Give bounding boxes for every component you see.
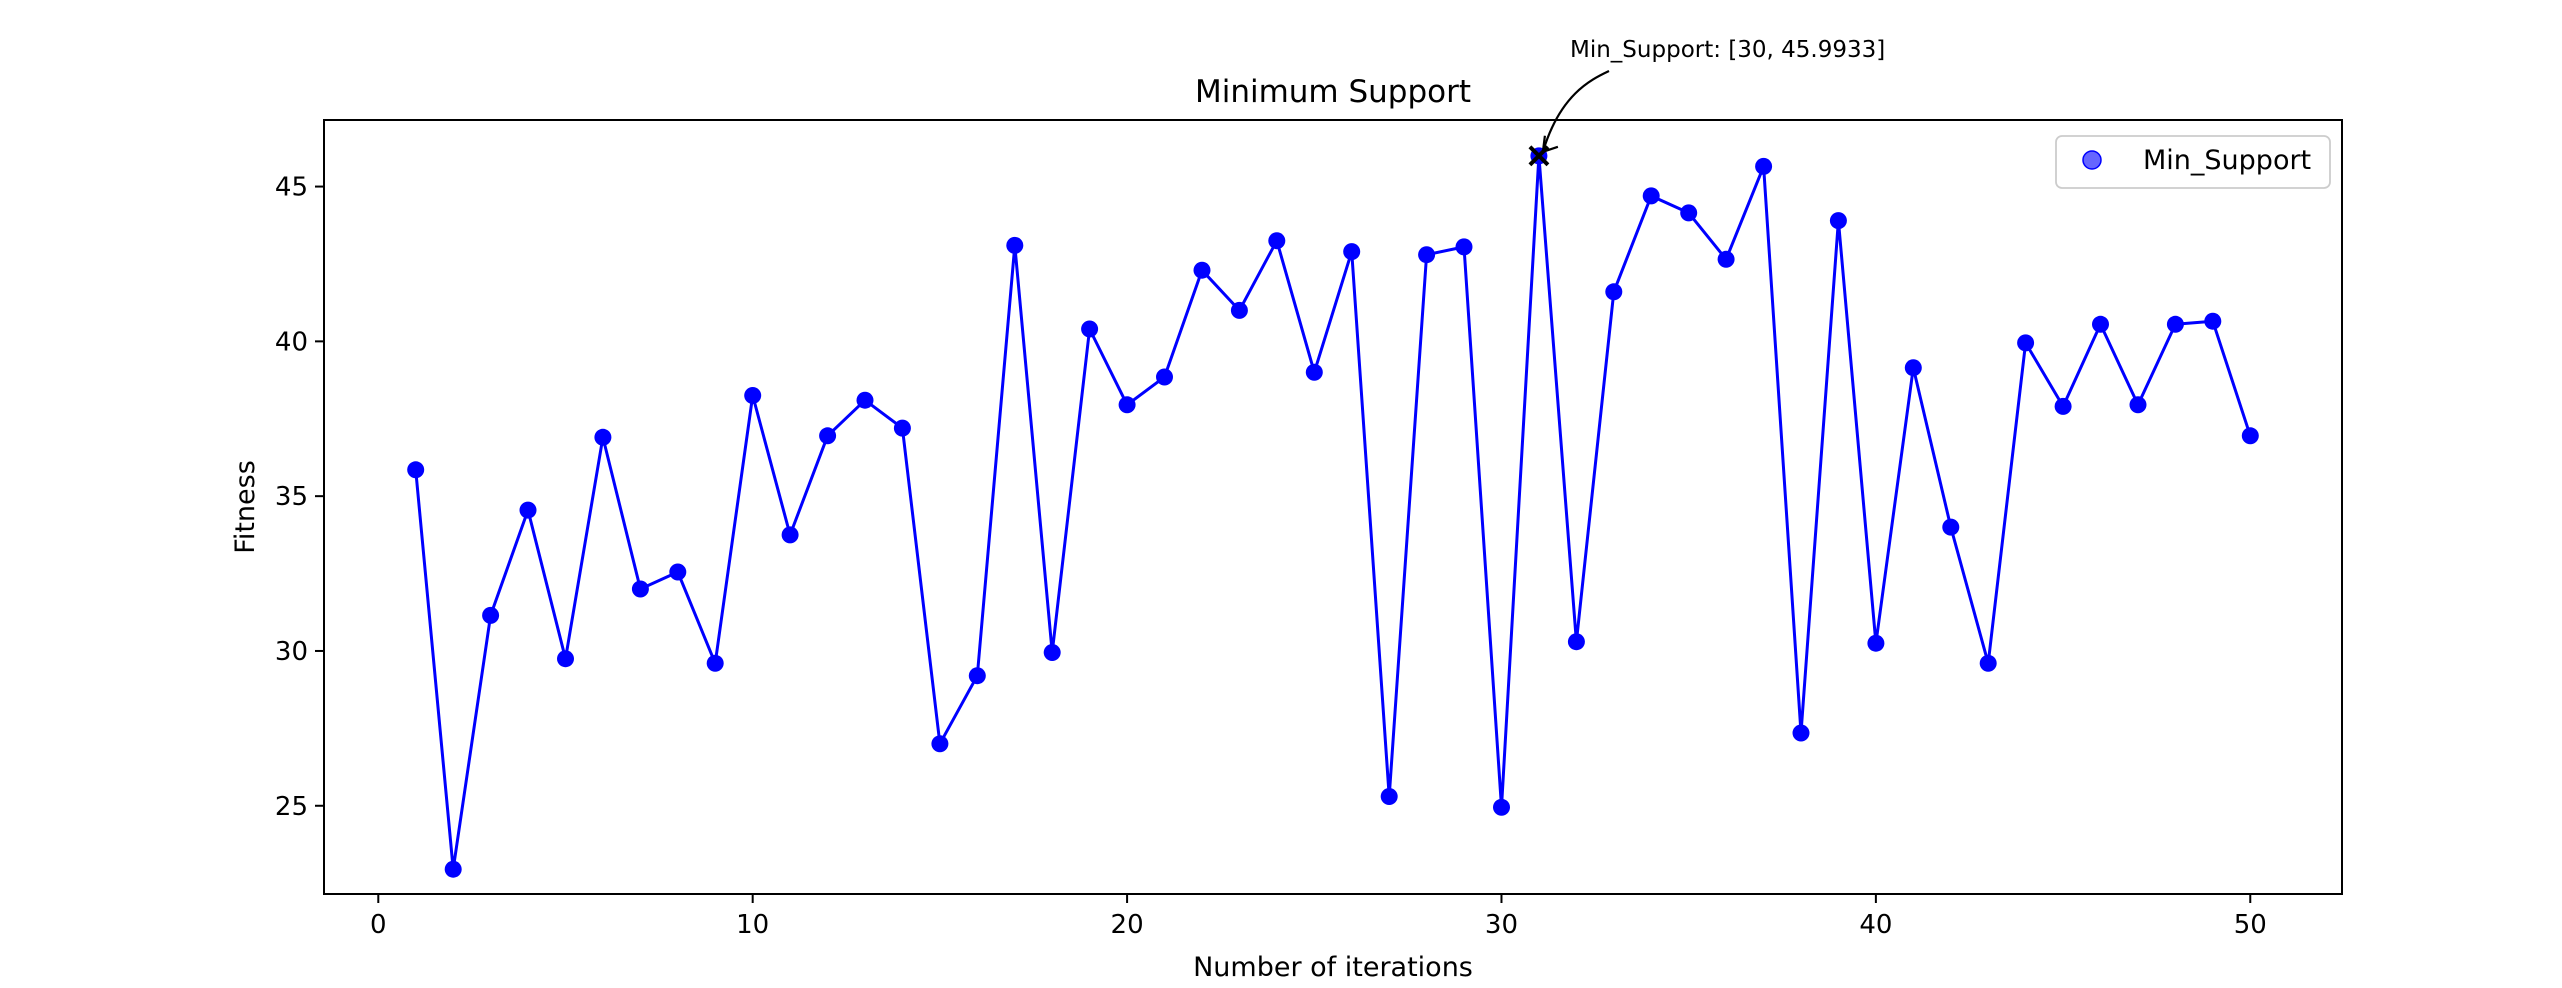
data-point bbox=[1455, 238, 1473, 256]
annotation-arrow bbox=[1541, 70, 1610, 153]
data-point bbox=[2092, 315, 2109, 333]
data-point bbox=[669, 563, 687, 581]
data-point bbox=[1567, 633, 1585, 651]
data-point bbox=[1792, 724, 1810, 742]
data-point bbox=[1156, 368, 1173, 386]
x-tick-label: 10 bbox=[736, 910, 769, 940]
legend: Min_Support bbox=[2055, 135, 2331, 189]
data-point bbox=[931, 735, 949, 753]
data-point bbox=[1230, 301, 1248, 319]
data-point bbox=[2204, 312, 2222, 330]
y-tick-label: 35 bbox=[275, 482, 308, 512]
y-tick-label: 25 bbox=[275, 792, 308, 822]
data-point bbox=[893, 419, 911, 437]
data-point bbox=[444, 860, 462, 878]
data-point bbox=[781, 526, 799, 544]
data-point bbox=[1755, 157, 1773, 175]
x-tick-label: 20 bbox=[1111, 910, 1144, 940]
data-point bbox=[2054, 397, 2072, 415]
series-line bbox=[414, 154, 2252, 871]
y-tick-label: 40 bbox=[275, 327, 308, 357]
legend-box bbox=[2055, 135, 2331, 189]
data-point bbox=[1081, 320, 1099, 338]
data-point bbox=[1829, 212, 1847, 230]
legend-label: Min_Support bbox=[2143, 145, 2311, 176]
data-point bbox=[1942, 518, 1960, 536]
annotation-arrowhead bbox=[1541, 135, 1559, 153]
data-point bbox=[2017, 334, 2035, 352]
data-point bbox=[819, 427, 837, 445]
data-point bbox=[407, 461, 425, 479]
data-point bbox=[1717, 250, 1735, 268]
data-point bbox=[1680, 204, 1698, 222]
plot-frame bbox=[323, 119, 2343, 895]
legend-marker bbox=[2082, 150, 2102, 170]
x-tick-label: 50 bbox=[2234, 910, 2267, 940]
data-point bbox=[482, 606, 500, 624]
chart-title: Minimum Support bbox=[1195, 74, 1471, 110]
x-axis-label: Number of iterations bbox=[1193, 952, 1473, 983]
x-tick-label: 30 bbox=[1485, 910, 1518, 940]
data-point bbox=[744, 387, 762, 404]
data-point bbox=[2241, 427, 2259, 445]
annotation-text: Min_Support: [30, 45.9933] bbox=[1570, 37, 1885, 63]
data-point bbox=[1493, 798, 1510, 816]
data-point bbox=[594, 428, 612, 446]
data-point bbox=[2166, 315, 2184, 333]
data-point bbox=[1605, 283, 1623, 301]
data-point bbox=[856, 391, 874, 409]
data-point bbox=[968, 667, 986, 685]
data-point bbox=[631, 580, 649, 598]
data-point bbox=[1193, 261, 1211, 279]
series-layer bbox=[407, 145, 2259, 878]
data-point bbox=[1979, 654, 1997, 672]
ticks-layer: 0 10 20 30 40 50 25 30 35 40 45 bbox=[275, 173, 2267, 940]
data-point bbox=[1418, 246, 1436, 264]
data-point bbox=[1380, 788, 1398, 805]
data-point bbox=[1904, 359, 1922, 377]
data-point bbox=[1642, 187, 1660, 205]
data-point bbox=[1268, 232, 1286, 250]
data-point bbox=[1305, 363, 1323, 381]
annotation-layer: Min_Support: [30, 45.9933] bbox=[1541, 37, 1885, 153]
data-point bbox=[557, 650, 574, 668]
highlight-marker bbox=[1528, 145, 1550, 167]
x-tick-label: 40 bbox=[1859, 910, 1892, 940]
data-point bbox=[1006, 236, 1024, 254]
data-point bbox=[2129, 396, 2147, 414]
x-tick-label: 0 bbox=[370, 910, 387, 940]
y-axis-label: Fitness bbox=[230, 460, 261, 554]
y-tick-label: 30 bbox=[275, 637, 308, 667]
data-point bbox=[1118, 396, 1136, 414]
data-point bbox=[519, 501, 537, 519]
y-tick-label: 45 bbox=[275, 173, 308, 203]
data-point bbox=[1343, 243, 1361, 261]
data-point bbox=[1867, 634, 1885, 652]
data-point bbox=[706, 654, 724, 672]
data-point bbox=[1043, 644, 1061, 661]
